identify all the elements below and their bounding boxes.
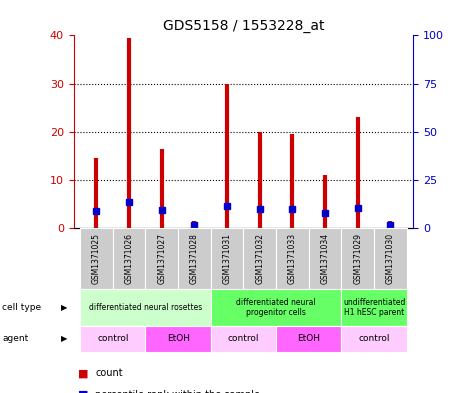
Text: ▶: ▶	[61, 303, 67, 312]
Text: GSM1371027: GSM1371027	[157, 233, 166, 284]
Text: GSM1371032: GSM1371032	[255, 233, 264, 284]
Title: GDS5158 / 1553228_at: GDS5158 / 1553228_at	[162, 19, 324, 33]
Text: control: control	[228, 334, 259, 343]
Text: GSM1371034: GSM1371034	[321, 233, 330, 284]
Text: agent: agent	[2, 334, 28, 343]
Text: GSM1371029: GSM1371029	[353, 233, 362, 284]
Text: GSM1371028: GSM1371028	[190, 233, 199, 284]
Text: control: control	[97, 334, 129, 343]
Text: GSM1371025: GSM1371025	[92, 233, 101, 284]
Text: percentile rank within the sample: percentile rank within the sample	[95, 390, 260, 393]
Text: GSM1371030: GSM1371030	[386, 233, 395, 284]
Text: differentiated neural rosettes: differentiated neural rosettes	[89, 303, 202, 312]
Text: cell type: cell type	[2, 303, 41, 312]
Text: GSM1371026: GSM1371026	[124, 233, 133, 284]
Text: ■: ■	[78, 368, 89, 378]
Text: GSM1371033: GSM1371033	[288, 233, 297, 284]
Text: undifferentiated
H1 hESC parent: undifferentiated H1 hESC parent	[343, 298, 405, 317]
Text: differentiated neural
progenitor cells: differentiated neural progenitor cells	[236, 298, 316, 317]
Text: ■: ■	[78, 390, 89, 393]
Text: count: count	[95, 368, 123, 378]
Text: GSM1371031: GSM1371031	[223, 233, 232, 284]
Text: control: control	[358, 334, 390, 343]
Text: ▶: ▶	[61, 334, 67, 343]
Text: EtOH: EtOH	[167, 334, 190, 343]
Text: EtOH: EtOH	[297, 334, 320, 343]
